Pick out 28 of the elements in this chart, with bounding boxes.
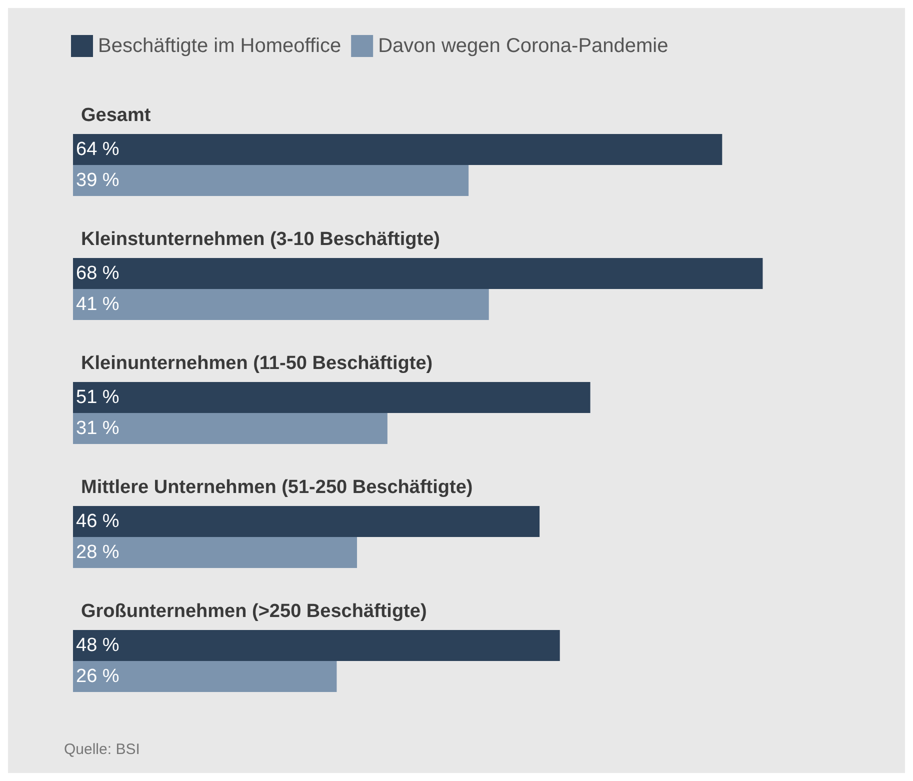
data-label: 26 % bbox=[76, 666, 120, 687]
bar bbox=[73, 289, 489, 320]
data-label: 31 % bbox=[76, 418, 120, 439]
data-label: 68 % bbox=[76, 263, 120, 284]
bar bbox=[73, 630, 560, 661]
legend-label: Davon wegen Corona-Pandemie bbox=[378, 35, 668, 57]
bar bbox=[73, 134, 722, 165]
bar bbox=[73, 506, 540, 537]
data-label: 46 % bbox=[76, 511, 120, 532]
y-tick-label: Kleinstunternehmen (3-10 Beschäftigte) bbox=[81, 229, 440, 250]
bar bbox=[73, 661, 337, 692]
y-tick-label: Kleinunternehmen (11-50 Beschäftigte) bbox=[81, 353, 433, 374]
data-label: 51 % bbox=[76, 387, 120, 408]
bar bbox=[73, 537, 357, 568]
source-note: Quelle: BSI bbox=[64, 741, 140, 758]
data-label: 41 % bbox=[76, 294, 120, 315]
bar bbox=[73, 258, 763, 289]
bar bbox=[73, 382, 590, 413]
data-label: 64 % bbox=[76, 139, 120, 160]
bar bbox=[73, 165, 469, 196]
data-label: 39 % bbox=[76, 170, 120, 191]
y-tick-label: Gesamt bbox=[81, 105, 152, 126]
y-tick-label: Großunternehmen (>250 Beschäftigte) bbox=[81, 601, 427, 622]
legend-label: Beschäftigte im Homeoffice bbox=[98, 35, 342, 57]
bar bbox=[73, 413, 388, 444]
data-label: 48 % bbox=[76, 635, 120, 656]
data-label: 28 % bbox=[76, 542, 120, 563]
y-tick-label: Mittlere Unternehmen (51-250 Beschäftigte) bbox=[81, 477, 473, 498]
